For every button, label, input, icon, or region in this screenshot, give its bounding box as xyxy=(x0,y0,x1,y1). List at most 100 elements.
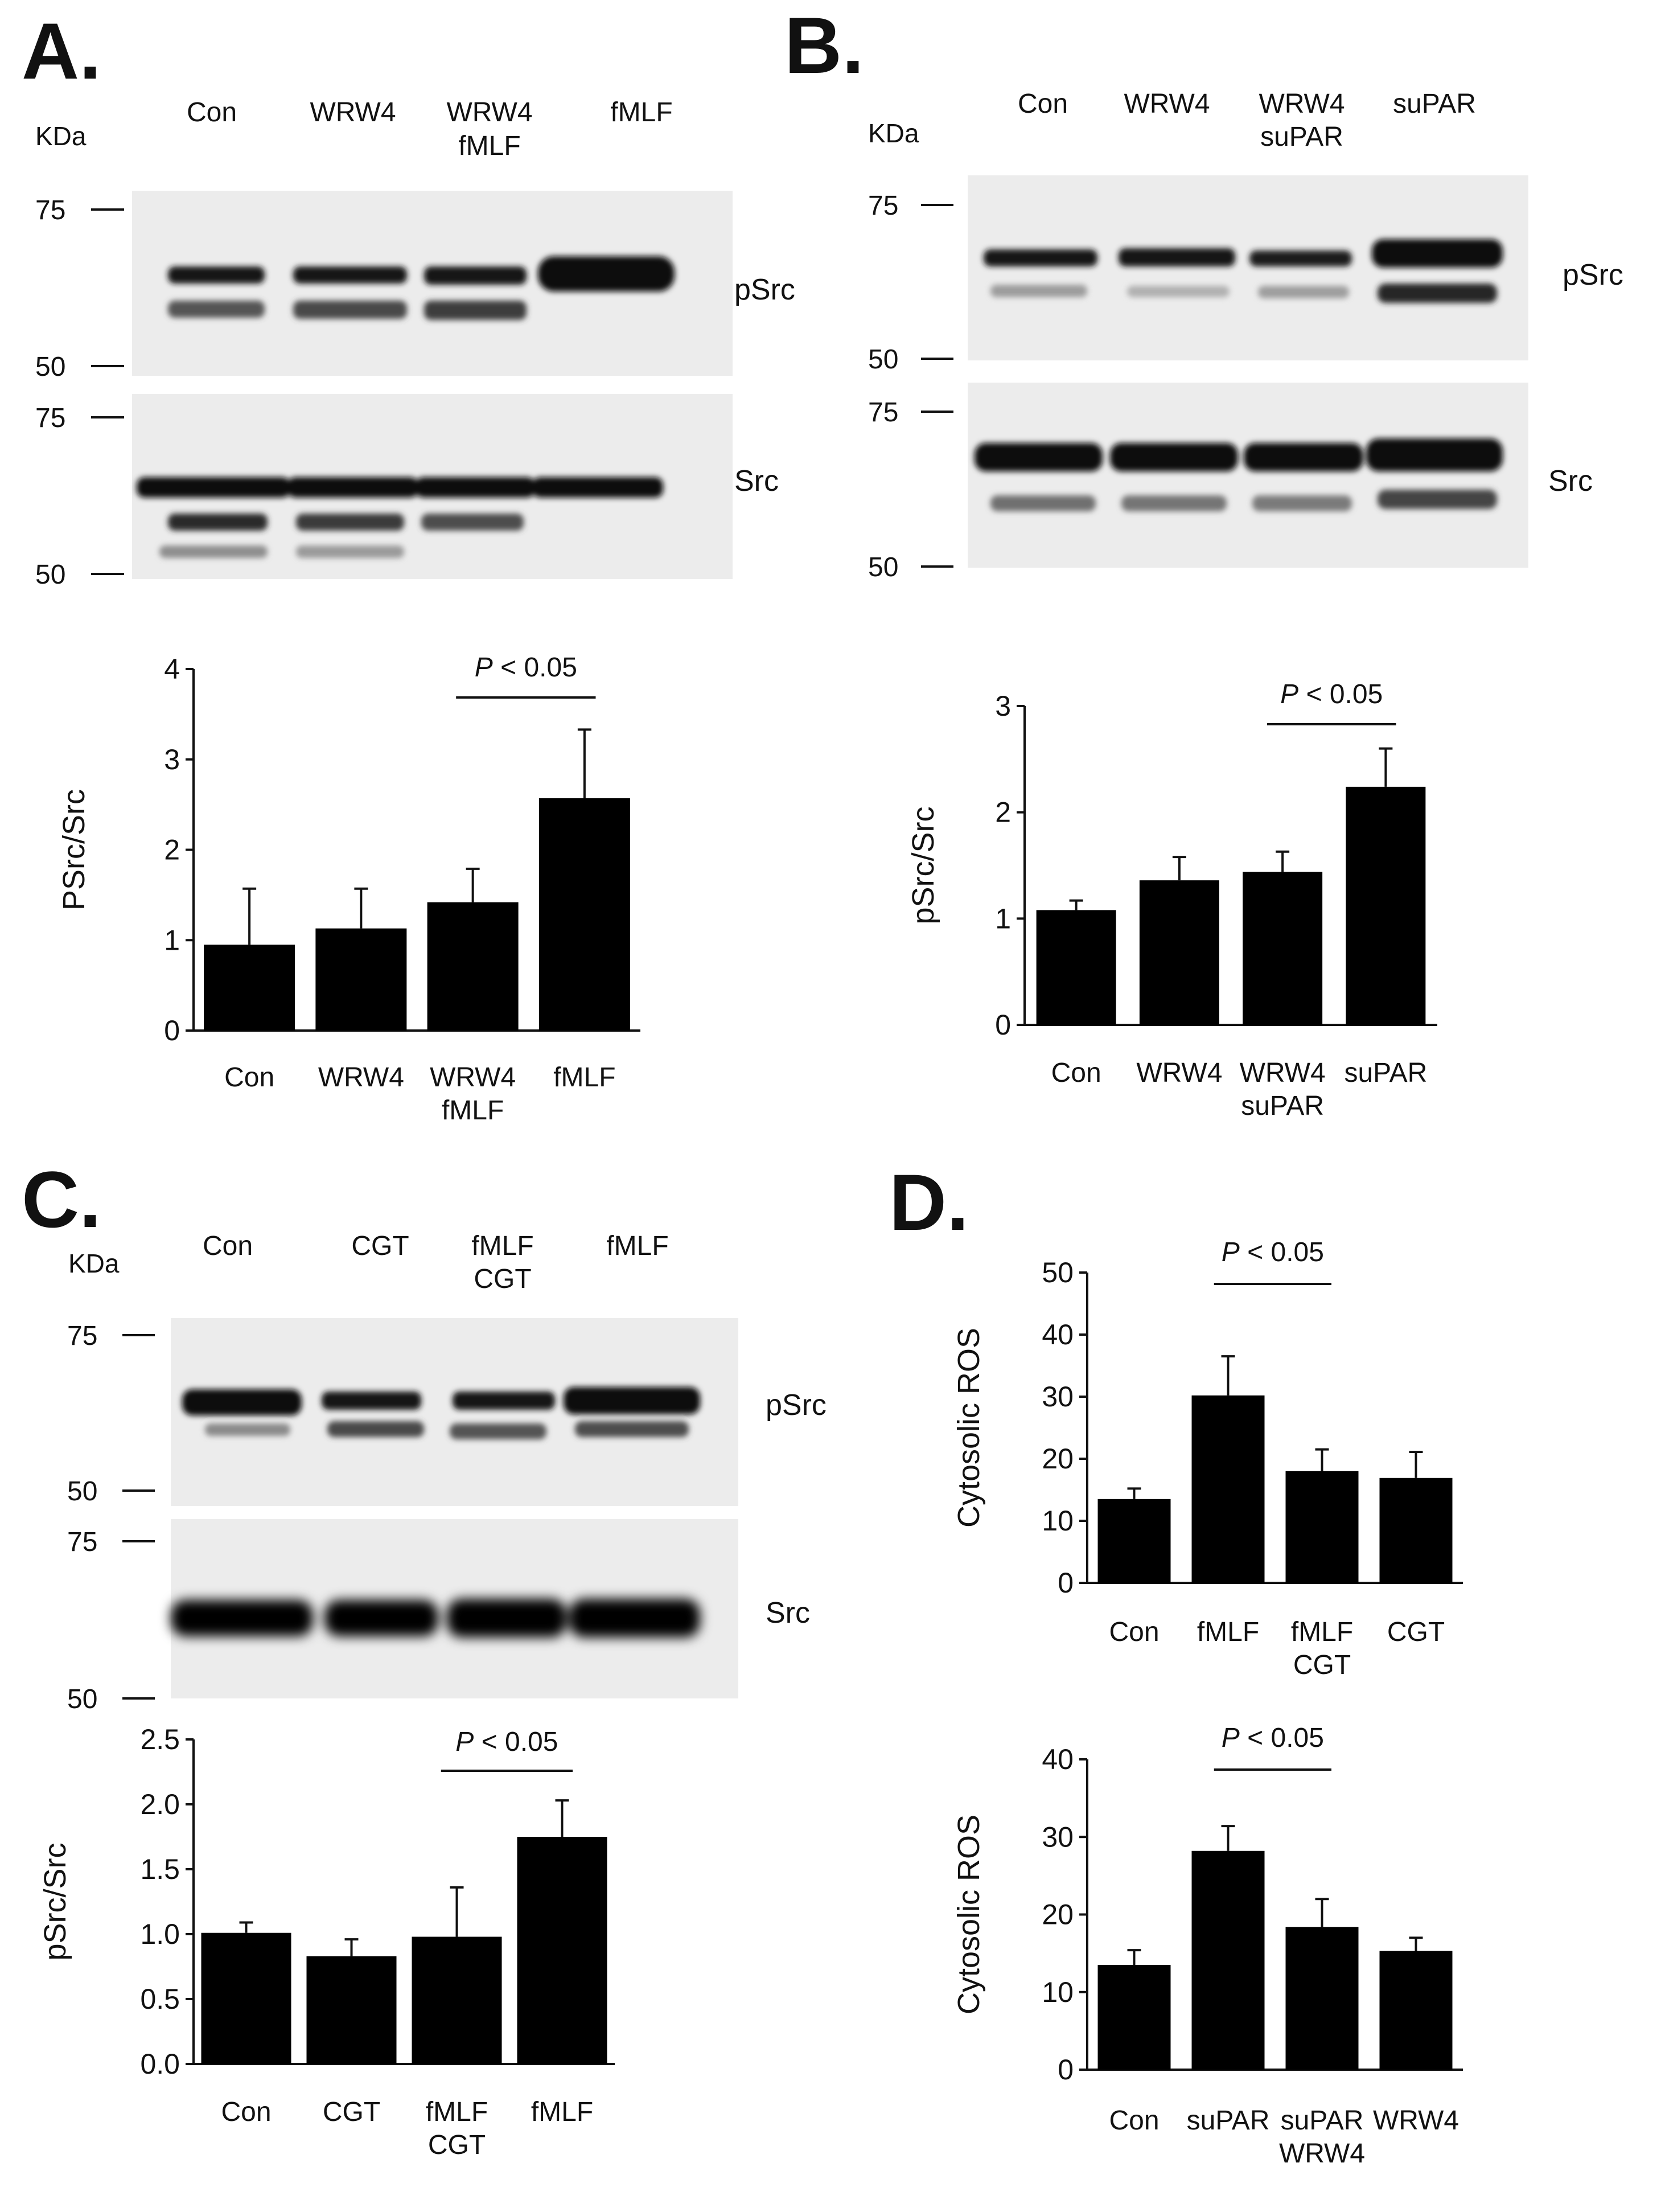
lane-label: fMLF xyxy=(471,1231,533,1261)
mw-marker: 50 xyxy=(35,560,65,590)
mw-marker: 75 xyxy=(67,1527,97,1557)
category-label: suPAR xyxy=(1344,1058,1427,1088)
category-label: fMLF xyxy=(1291,1617,1353,1647)
band-label-src: Src xyxy=(766,1597,810,1630)
bar xyxy=(1036,910,1116,1025)
bar xyxy=(315,928,407,1031)
blot-image-psrc xyxy=(968,175,1528,360)
lane-label: WRW4 xyxy=(1124,89,1210,119)
significance-label: P < 0.05 xyxy=(475,652,577,683)
category-label: Con xyxy=(1051,1058,1101,1088)
category-label: fMLF xyxy=(531,2097,593,2127)
lane-label: CGT xyxy=(351,1231,409,1261)
band-label-src: Src xyxy=(1548,465,1593,498)
y-tick-label: 0 xyxy=(995,1009,1011,1041)
lane-label: Con xyxy=(1018,89,1068,119)
mw-marker: 75 xyxy=(868,191,898,221)
y-tick-label: 40 xyxy=(1042,1743,1074,1775)
significance-label: P < 0.05 xyxy=(455,1727,558,1757)
bar xyxy=(1139,880,1219,1025)
y-tick-label: 0.0 xyxy=(140,2048,180,2080)
lane-label: WRW4 xyxy=(310,97,396,128)
blot-bands-src xyxy=(137,477,663,558)
y-tick-label: 2.0 xyxy=(140,1788,180,1820)
category-label: Con xyxy=(221,2097,271,2127)
category-label: suPAR xyxy=(1187,2106,1270,2136)
lane-label: fMLF xyxy=(610,97,672,128)
kda-label: KDa xyxy=(68,1249,120,1278)
bar xyxy=(427,902,519,1031)
y-tick-label: 0 xyxy=(164,1015,180,1047)
mw-marker: 50 xyxy=(67,1684,97,1714)
category-label: WRW4 xyxy=(318,1062,404,1093)
mw-marker: 75 xyxy=(868,397,898,428)
mw-marker: 75 xyxy=(35,195,65,225)
y-tick-label: 40 xyxy=(1042,1319,1074,1351)
y-tick-label: 30 xyxy=(1042,1381,1074,1413)
y-tick-label: 10 xyxy=(1042,1505,1074,1537)
mw-marker: 50 xyxy=(35,352,65,382)
y-tick-label: 0.5 xyxy=(140,1983,180,2015)
y-axis-label: pSrc/Src xyxy=(906,806,940,924)
blot-bands-src xyxy=(975,438,1503,511)
mw-marker: 50 xyxy=(868,552,898,582)
category-label: CGT xyxy=(323,2097,380,2127)
category-label: WRW4 xyxy=(430,1062,516,1093)
category-label: WRW4 xyxy=(1136,1058,1222,1088)
blot-bands-src xyxy=(171,1599,700,1638)
band-label-psrc: pSrc xyxy=(734,273,795,306)
category-label: fMLF xyxy=(442,1095,504,1126)
bar xyxy=(517,1837,607,2064)
bar xyxy=(1285,1471,1359,1583)
category-label: fMLF xyxy=(426,2097,488,2127)
y-tick-label: 2 xyxy=(995,797,1011,828)
category-label: fMLF xyxy=(553,1062,615,1093)
mw-marker: 50 xyxy=(67,1476,97,1507)
bar xyxy=(1097,1499,1171,1583)
category-label: suPAR xyxy=(1281,2106,1364,2136)
y-axis-label: Cytosolic ROS xyxy=(952,1815,986,2014)
bar xyxy=(1346,786,1426,1025)
bar xyxy=(1097,1965,1171,2070)
band-label-psrc: pSrc xyxy=(1563,258,1623,292)
panel-letter-a: A. xyxy=(22,6,101,96)
blot-bands-psrc xyxy=(182,1387,700,1439)
significance-label: P < 0.05 xyxy=(1222,1723,1324,1753)
panel-letter-c: C. xyxy=(22,1155,101,1244)
lane-label: Con xyxy=(187,97,237,128)
lane-label: CGT xyxy=(474,1264,531,1294)
y-axis-label: PSrc/Src xyxy=(57,789,91,910)
panel-b-blot: B. KDa Con WRW4 WRW4 suPAR suPAR 75 50 p… xyxy=(784,1,1623,582)
bar xyxy=(1191,1850,1265,2070)
bar xyxy=(1379,1951,1453,2070)
bar xyxy=(412,1936,502,2064)
band-label-psrc: pSrc xyxy=(766,1389,827,1422)
mw-marker: 75 xyxy=(35,403,65,433)
band-label-src: Src xyxy=(734,465,779,498)
category-label: WRW4 xyxy=(1373,2106,1459,2136)
significance-label: P < 0.05 xyxy=(1222,1237,1324,1267)
category-label: CGT xyxy=(1293,1650,1351,1680)
blot-bands-psrc xyxy=(984,239,1503,303)
kda-label: KDa xyxy=(35,121,87,151)
y-tick-label: 10 xyxy=(1042,1976,1074,2008)
y-tick-label: 30 xyxy=(1042,1821,1074,1853)
panel-c-blot: C. KDa Con CGT fMLF CGT fMLF 75 50 pSrc xyxy=(22,1155,827,1714)
category-label: suPAR xyxy=(1241,1091,1324,1121)
y-axis-label: Cytosolic ROS xyxy=(952,1328,986,1528)
category-label: CGT xyxy=(428,2130,486,2160)
category-label: Con xyxy=(1109,1617,1159,1647)
category-label: Con xyxy=(1109,2106,1159,2136)
category-label: CGT xyxy=(1387,1617,1445,1647)
y-tick-label: 1 xyxy=(164,924,180,956)
bar xyxy=(1285,1927,1359,2070)
lane-label: fMLF xyxy=(458,131,520,161)
lane-label: Con xyxy=(203,1231,253,1261)
bar xyxy=(1191,1395,1265,1583)
category-label: WRW4 xyxy=(1240,1058,1326,1088)
lane-label: WRW4 xyxy=(1259,89,1345,119)
